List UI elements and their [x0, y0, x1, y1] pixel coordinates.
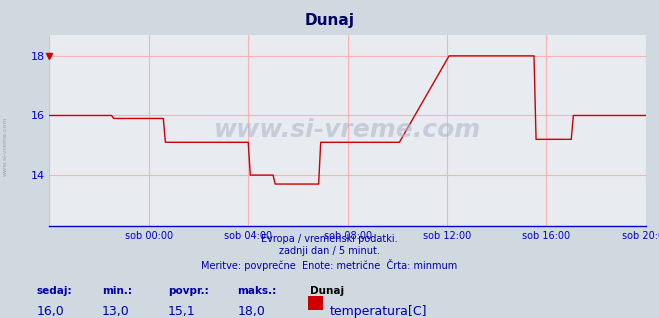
- Text: 16,0: 16,0: [36, 305, 64, 318]
- Text: Dunaj: Dunaj: [310, 286, 344, 296]
- Text: Evropa / vremenski podatki.: Evropa / vremenski podatki.: [261, 234, 398, 244]
- Text: maks.:: maks.:: [237, 286, 277, 296]
- Text: povpr.:: povpr.:: [168, 286, 209, 296]
- Text: www.si-vreme.com: www.si-vreme.com: [214, 118, 481, 142]
- Text: min.:: min.:: [102, 286, 132, 296]
- Text: temperatura[C]: temperatura[C]: [330, 305, 427, 318]
- Text: 15,1: 15,1: [168, 305, 196, 318]
- Text: 13,0: 13,0: [102, 305, 130, 318]
- Text: 18,0: 18,0: [237, 305, 265, 318]
- Text: Meritve: povprečne  Enote: metrične  Črta: minmum: Meritve: povprečne Enote: metrične Črta:…: [202, 259, 457, 271]
- Text: sedaj:: sedaj:: [36, 286, 72, 296]
- Text: www.si-vreme.com: www.si-vreme.com: [3, 116, 8, 176]
- Text: zadnji dan / 5 minut.: zadnji dan / 5 minut.: [279, 246, 380, 256]
- Text: Dunaj: Dunaj: [304, 13, 355, 28]
